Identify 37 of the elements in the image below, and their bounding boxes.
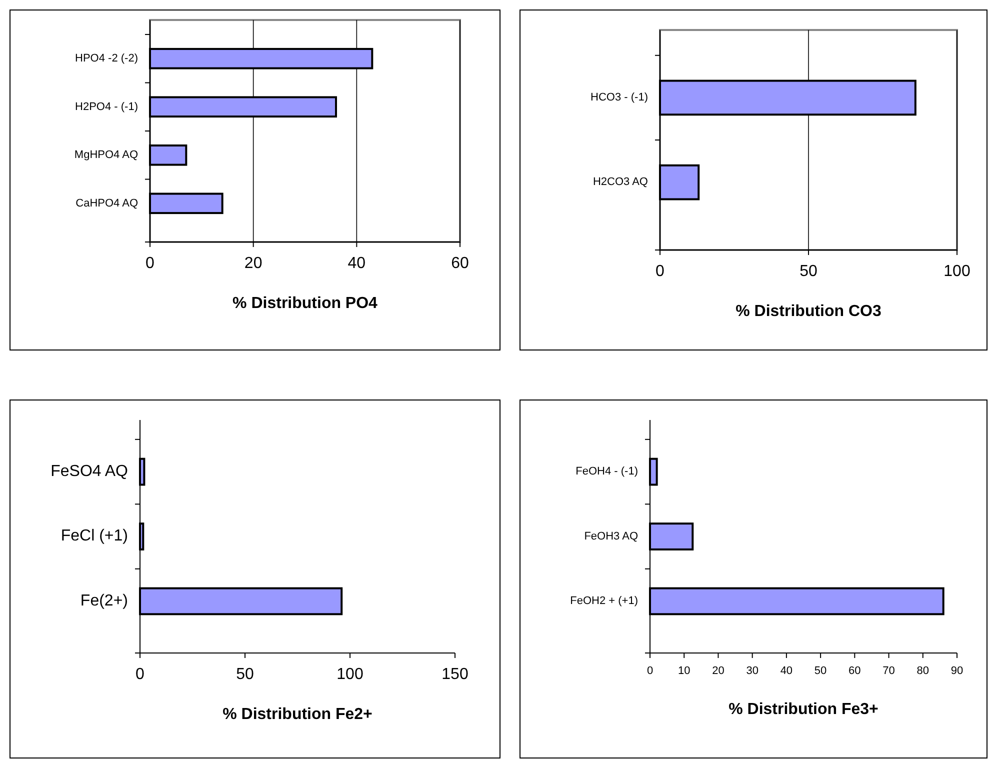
y-tick-label: FeSO4 AQ [50,462,128,480]
x-tick-label: 40 [348,255,366,272]
y-tick-label: FeOH3 AQ [584,530,638,542]
y-tick-label: FeCl (+1) [60,528,128,545]
y-tick-label: MgHPO4 AQ [74,149,138,162]
x-tick-label: 80 [916,665,930,677]
x-tick-label: 50 [236,666,254,683]
x-tick-label: 60 [451,255,469,272]
x-tick-label: 0 [136,666,145,683]
x-tick-label: 0 [656,263,665,280]
x-tick-label: 60 [848,665,861,677]
x-tick-label: 10 [678,665,690,677]
x-tick-label: 20 [244,255,262,272]
x-axis-title: % Distribution CO3 [736,303,882,320]
y-tick-label: HCO3 - (-1) [590,92,648,104]
y-tick-label: H2PO4 - (-1) [75,100,138,113]
x-tick-label: 100 [336,666,364,683]
x-tick-label: 50 [814,665,827,677]
x-axis-title: % Distribution Fe2+ [222,706,372,723]
y-tick-label: CaHPO4 AQ [76,197,138,210]
x-tick-label: 70 [882,665,895,677]
x-tick-label: 90 [950,665,964,677]
y-tick-label: Fe(2+) [80,592,128,610]
y-tick-label: FeOH2 + (+1) [570,595,638,608]
x-tick-label: 150 [442,666,468,683]
x-tick-label: 0 [146,255,155,272]
x-axis-title: % Distribution PO4 [232,295,378,312]
y-tick-label: H2CO3 AQ [592,176,648,188]
x-tick-label: 0 [646,665,654,677]
y-tick-label: FeOH4 - (-1) [576,466,638,478]
x-tick-label: 20 [712,665,724,677]
y-tick-label: HPO4 -2 (-2) [75,52,138,65]
x-tick-label: 100 [944,263,970,280]
x-axis-title: % Distribution Fe3+ [728,701,878,718]
x-tick-label: 30 [746,665,758,677]
x-tick-label: 40 [780,665,793,677]
x-tick-label: 50 [800,263,818,280]
